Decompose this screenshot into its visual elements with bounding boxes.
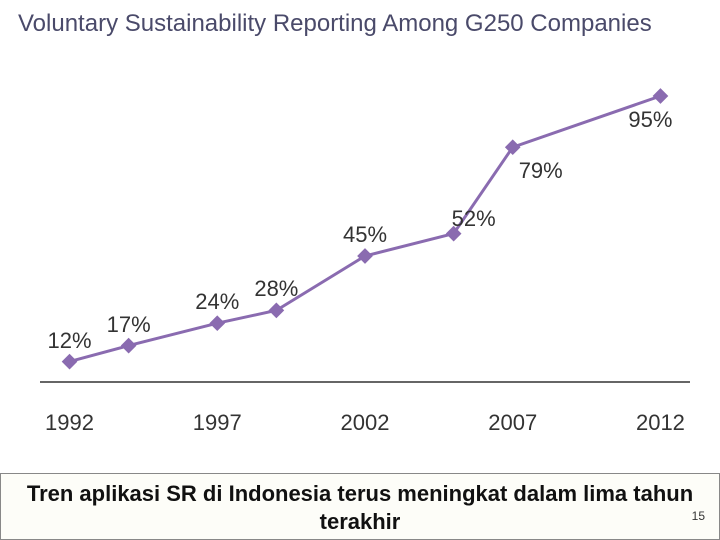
caption-box: Tren aplikasi SR di Indonesia terus meni… xyxy=(0,473,720,540)
data-marker xyxy=(358,249,372,263)
caption-text: Tren aplikasi SR di Indonesia terus meni… xyxy=(11,480,709,535)
data-point-label: 95% xyxy=(628,107,672,133)
data-point-label: 52% xyxy=(452,206,496,232)
page-number: 15 xyxy=(692,509,705,523)
data-marker xyxy=(210,316,224,330)
data-marker xyxy=(653,89,667,103)
x-tick-label: 1992 xyxy=(45,410,94,436)
data-point-label: 17% xyxy=(107,312,151,338)
data-point-label: 79% xyxy=(519,158,563,184)
x-tick-label: 2012 xyxy=(636,410,685,436)
data-marker xyxy=(121,338,135,352)
data-point-label: 24% xyxy=(195,289,239,315)
x-tick-label: 1997 xyxy=(193,410,242,436)
x-tick-label: 2002 xyxy=(341,410,390,436)
x-axis-labels: 1992 1997 2002 2007 2012 xyxy=(40,410,690,440)
data-point-label: 45% xyxy=(343,222,387,248)
data-marker xyxy=(269,303,283,317)
data-point-label: 12% xyxy=(48,328,92,354)
x-tick-label: 2007 xyxy=(488,410,537,436)
data-point-label: 28% xyxy=(254,276,298,302)
chart-title: Voluntary Sustainability Reporting Among… xyxy=(18,8,652,39)
data-marker xyxy=(62,354,76,368)
